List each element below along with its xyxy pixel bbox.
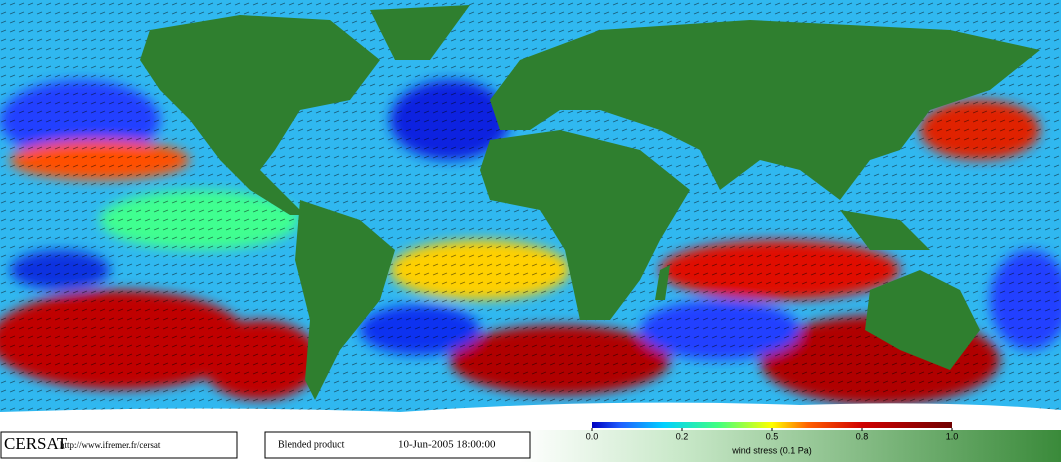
colorbar-tick-label: 0.0 bbox=[586, 431, 599, 441]
url: http://www.ifremer.fr/cersat bbox=[60, 440, 161, 450]
colorbar-tick-label: 0.5 bbox=[766, 431, 779, 441]
logo-box bbox=[0, 431, 238, 459]
colorbar-label: wind stress (0.1 Pa) bbox=[731, 445, 812, 455]
date: 10-Jun-2005 18:00:00 bbox=[398, 439, 496, 451]
colorbar-tick-label: 0.2 bbox=[676, 431, 689, 441]
colorbar bbox=[592, 422, 952, 428]
info-box bbox=[264, 431, 531, 459]
colorbar-tick-label: 0.8 bbox=[856, 431, 869, 441]
land bbox=[140, 5, 1040, 400]
logo: CERSAT bbox=[4, 434, 68, 453]
product: Blended product bbox=[278, 439, 345, 450]
colorbar-tick-label: 1.0 bbox=[946, 431, 959, 441]
footer: CERSAT http://www.ifremer.fr/cersat Blen… bbox=[0, 422, 952, 459]
ice-shelf bbox=[520, 430, 1061, 462]
